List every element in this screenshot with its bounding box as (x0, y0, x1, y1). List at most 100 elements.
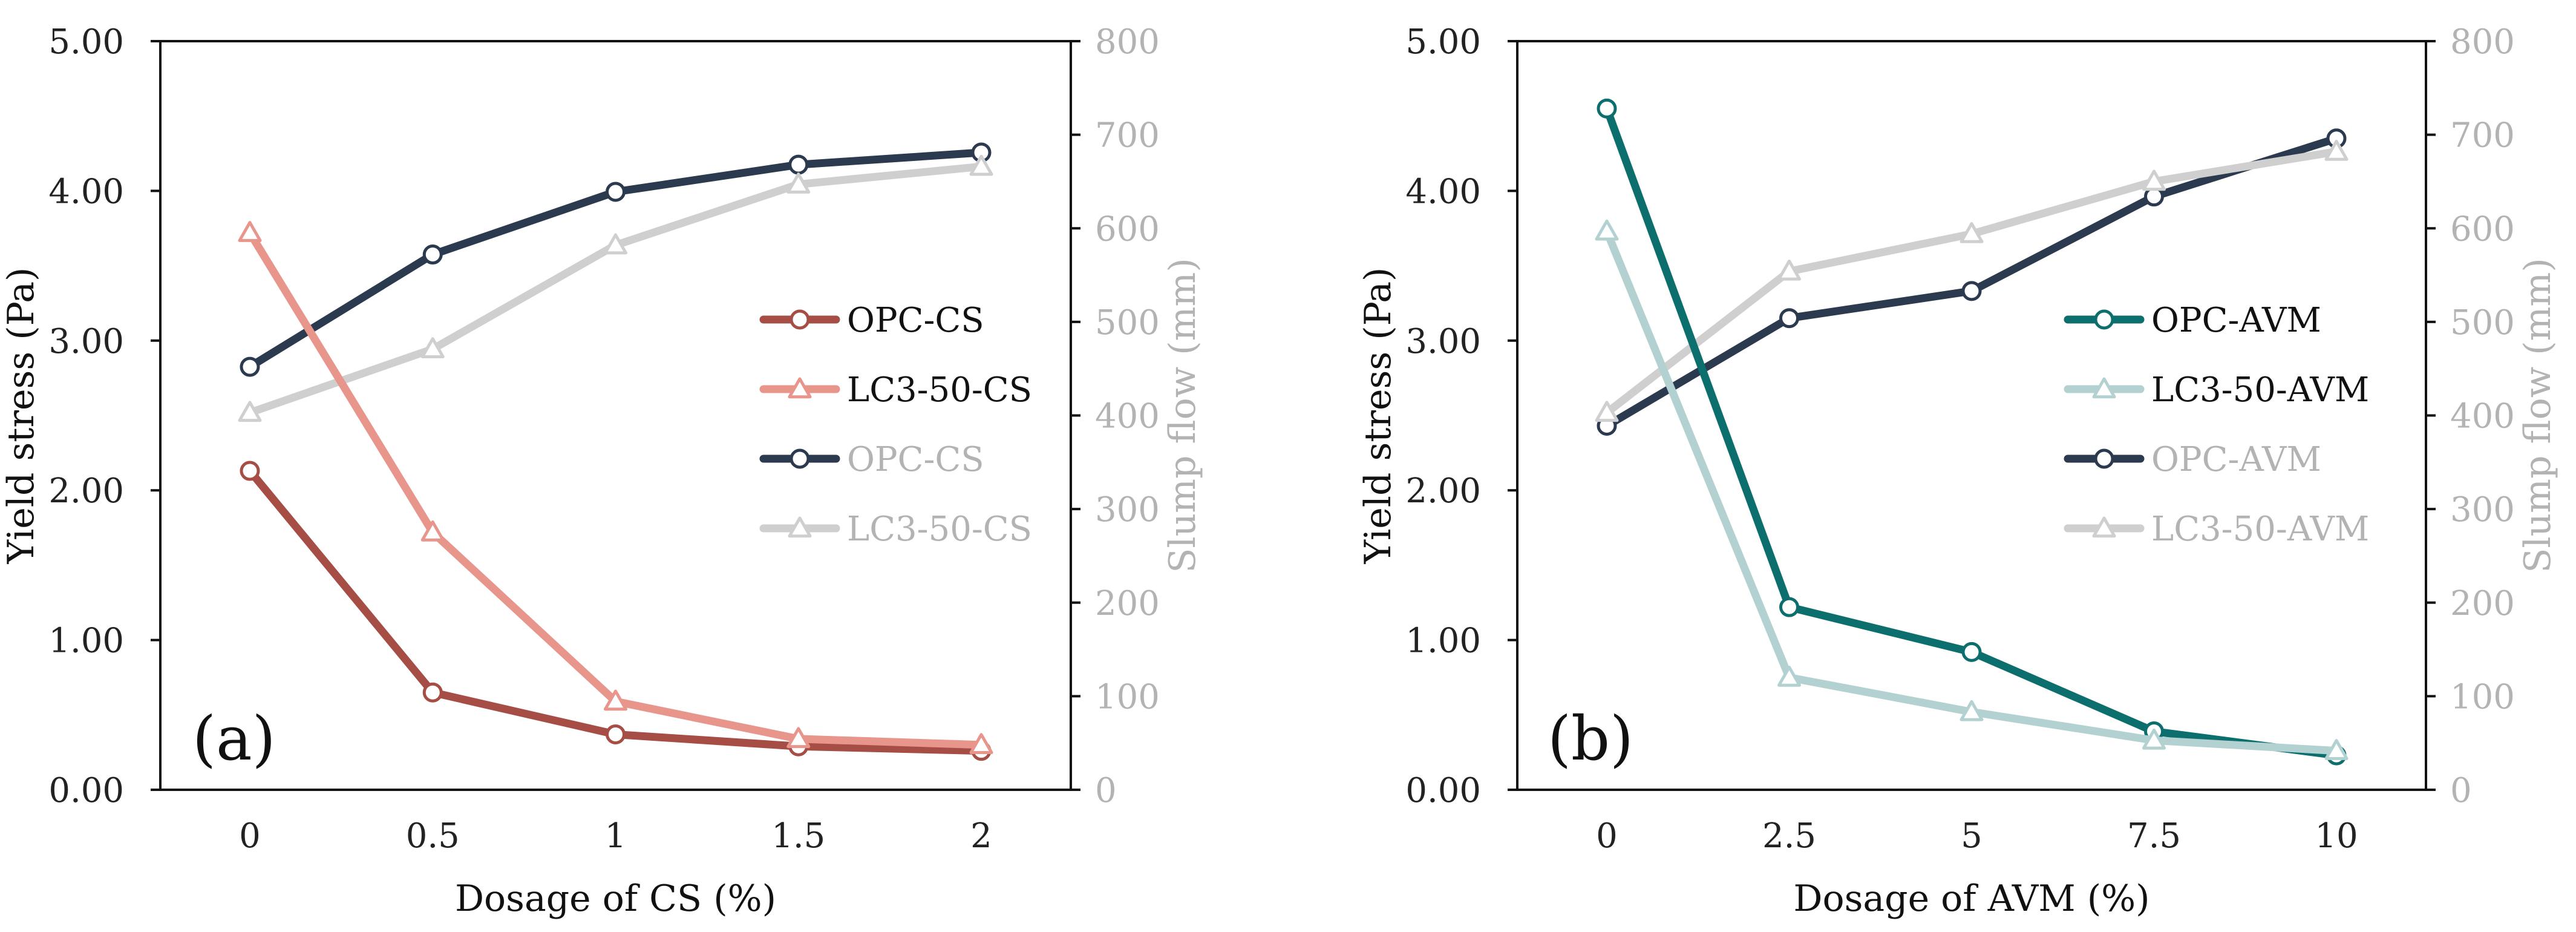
legend-marker (788, 516, 812, 538)
right-y-tick-label: 100 (1095, 677, 1160, 717)
data-point (969, 733, 993, 755)
right-y-tick-label: 500 (1095, 303, 1160, 343)
series-opc-cs-right (240, 142, 992, 377)
left-y-tick-label: 3.00 (48, 322, 124, 361)
legend-label: LC3-50-CS (847, 370, 1032, 410)
x-tick-label: 1 (605, 816, 627, 856)
data-point (1960, 222, 1984, 243)
x-axis-title: Dosage of AVM (%) (1793, 878, 2149, 920)
data-point (1779, 308, 1799, 329)
series-lc3-50-cs-left (238, 221, 993, 755)
data-point (606, 182, 626, 202)
data-point (1597, 98, 1617, 119)
data-point (1779, 597, 1799, 617)
right-y-tick-label: 300 (1095, 490, 1160, 530)
data-point (2142, 728, 2166, 750)
left-y-tick-label: 3.00 (1405, 322, 1481, 361)
legend: OPC-CS LC3-50-CS OPC-CS LC3-50-CS (759, 301, 1032, 549)
panel-label: (a) (192, 703, 276, 774)
left-y-axis-title: Yield stress (Pa) (1357, 267, 1399, 565)
left-y-tick-label: 2.00 (1405, 471, 1481, 511)
x-tick-label: 2.5 (1762, 816, 1816, 856)
right-y-tick-label: 200 (1095, 584, 1160, 623)
legend-item: LC3-50-AVM (2064, 370, 2369, 410)
legend-marker (2094, 448, 2114, 469)
x-tick-label: 2 (970, 816, 992, 856)
x-tick-label: 0.5 (406, 816, 460, 856)
data-point (238, 221, 262, 242)
right-y-axis-title: Slump flow (mm) (2517, 258, 2559, 573)
right-y-tick-label: 600 (1095, 209, 1160, 249)
right-y-tick-label: 0 (2450, 771, 2472, 810)
legend: OPC-AVM LC3-50-AVM OPC-AVM LC3-50-AVM (2064, 301, 2369, 549)
legend-label: LC3-50-CS (847, 510, 1032, 549)
legend-item: OPC-CS (759, 301, 984, 340)
right-y-tick-label: 100 (2450, 677, 2515, 717)
legend-label: OPC-AVM (2151, 301, 2321, 340)
legend-label: OPC-CS (847, 301, 984, 340)
left-y-tick-label: 1.00 (1405, 622, 1481, 661)
data-point (240, 461, 260, 481)
left-y-tick-label: 2.00 (48, 471, 124, 511)
right-y-tick-label: 700 (2450, 116, 2515, 156)
data-point (786, 727, 811, 749)
data-point (1595, 401, 1619, 422)
data-point (1595, 219, 1619, 241)
series-lc3-50-cs-right (238, 154, 993, 422)
left-y-tick-label: 4.00 (48, 172, 124, 211)
legend-label: LC3-50-AVM (2151, 370, 2369, 410)
legend-marker (789, 309, 810, 330)
right-y-tick-label: 0 (1095, 771, 1117, 810)
data-point (604, 233, 627, 255)
x-tick-label: 0 (239, 816, 261, 856)
left-y-tick-label: 0.00 (1405, 771, 1481, 810)
data-point (240, 356, 260, 377)
legend-item: OPC-AVM (2064, 301, 2321, 340)
legend-item: OPC-CS (759, 440, 984, 479)
x-axis-title: Dosage of CS (%) (455, 878, 776, 920)
series-opc-cs-left (240, 461, 992, 761)
left-y-tick-label: 5.00 (1405, 22, 1481, 62)
data-point (1777, 665, 1801, 687)
data-point (422, 682, 443, 703)
right-y-tick-label: 300 (2450, 490, 2515, 530)
left-y-tick-label: 4.00 (1405, 172, 1481, 211)
series-lc3-50-avm-right (1595, 139, 2349, 422)
left-y-tick-label: 1.00 (48, 622, 124, 661)
x-tick-label: 1.5 (771, 816, 825, 856)
data-point (1777, 259, 1801, 281)
legend-item: LC3-50-CS (759, 510, 1032, 549)
data-point (2142, 169, 2166, 191)
legend-item: OPC-AVM (2064, 440, 2321, 479)
legend-marker (2094, 309, 2114, 330)
left-y-axis-title: Yield stress (Pa) (0, 267, 42, 565)
data-point (604, 689, 627, 711)
data-point (238, 401, 262, 422)
right-y-tick-label: 500 (2450, 303, 2515, 343)
legend-item: LC3-50-AVM (2064, 510, 2369, 549)
data-point (2324, 139, 2349, 161)
chart-panel-1: 0.00 1.00 2.00 3.00 4.00 5.00 0 100 200 300 400 500… (0, 22, 1204, 920)
right-y-tick-label: 400 (2450, 397, 2515, 436)
x-tick-label: 10 (2315, 816, 2358, 856)
right-y-tick-label: 600 (2450, 209, 2515, 249)
data-point (420, 337, 445, 358)
legend-item: LC3-50-CS (759, 370, 1032, 410)
data-point (786, 172, 811, 194)
legend-marker (789, 448, 810, 469)
data-point (422, 244, 443, 265)
legend-marker (2092, 516, 2116, 538)
panel-label: (b) (1548, 703, 1633, 774)
legend-label: LC3-50-AVM (2151, 510, 2369, 549)
x-tick-label: 5 (1961, 816, 1983, 856)
legend-marker (788, 377, 812, 399)
x-tick-label: 0 (1596, 816, 1618, 856)
data-point (420, 520, 445, 542)
right-y-tick-label: 200 (2450, 584, 2515, 623)
data-point (606, 724, 626, 744)
right-y-tick-label: 800 (1095, 22, 1160, 62)
chart-panel-2: 0.001.002.003.004.005.000100200300400500… (1357, 22, 2559, 920)
legend-label: OPC-CS (847, 440, 984, 479)
left-y-tick-label: 5.00 (48, 22, 124, 62)
